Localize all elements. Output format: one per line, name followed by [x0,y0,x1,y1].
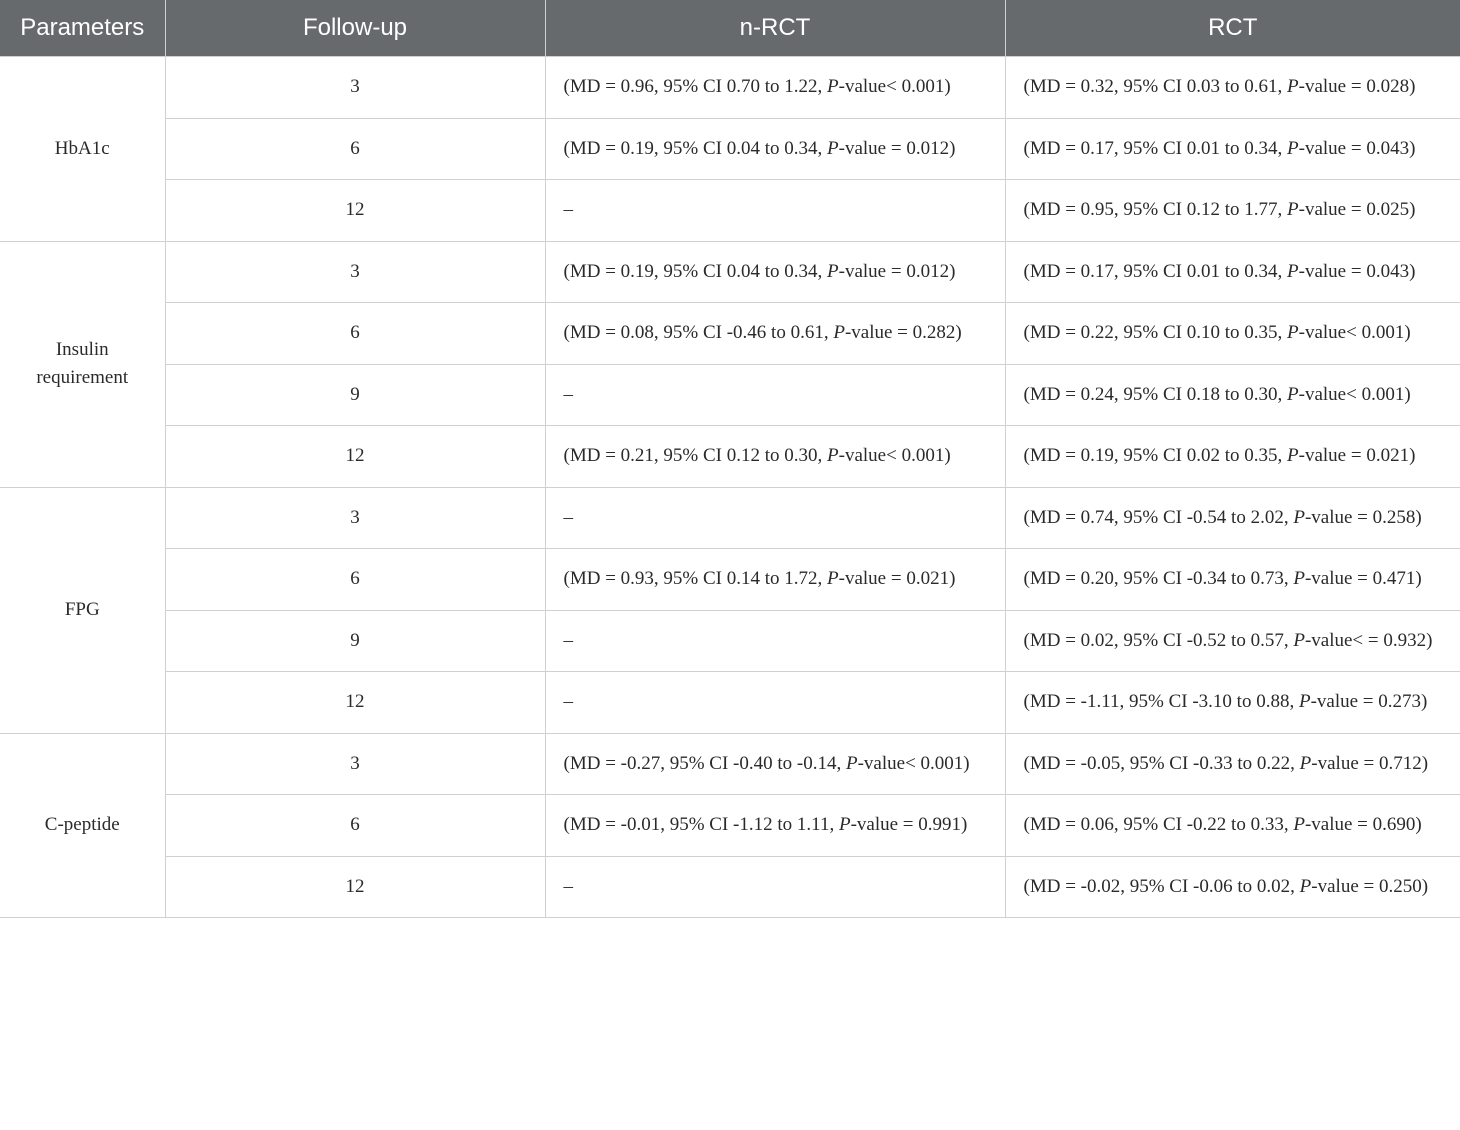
nrct-cell: – [545,487,1005,549]
nrct-cell: (MD = 0.08, 95% CI -0.46 to 0.61, P-valu… [545,303,1005,365]
followup-cell: 3 [165,57,545,119]
followup-cell: 12 [165,672,545,734]
table-row: 6(MD = 0.19, 95% CI 0.04 to 0.34, P-valu… [0,118,1460,180]
col-header-parameters: Parameters [0,0,165,57]
rct-cell: (MD = 0.22, 95% CI 0.10 to 0.35, P-value… [1005,303,1460,365]
table-row: FPG3–(MD = 0.74, 95% CI -0.54 to 2.02, P… [0,487,1460,549]
rct-cell: (MD = 0.17, 95% CI 0.01 to 0.34, P-value… [1005,241,1460,303]
rct-cell: (MD = 0.06, 95% CI -0.22 to 0.33, P-valu… [1005,795,1460,857]
followup-cell: 12 [165,180,545,242]
rct-cell: (MD = 0.74, 95% CI -0.54 to 2.02, P-valu… [1005,487,1460,549]
nrct-cell: (MD = 0.93, 95% CI 0.14 to 1.72, P-value… [545,549,1005,611]
nrct-cell: (MD = 0.21, 95% CI 0.12 to 0.30, P-value… [545,426,1005,488]
nrct-cell: (MD = 0.19, 95% CI 0.04 to 0.34, P-value… [545,118,1005,180]
table-row: 6(MD = -0.01, 95% CI -1.12 to 1.11, P-va… [0,795,1460,857]
followup-cell: 12 [165,426,545,488]
followup-cell: 6 [165,795,545,857]
rct-cell: (MD = -1.11, 95% CI -3.10 to 0.88, P-val… [1005,672,1460,734]
nrct-cell: – [545,180,1005,242]
table-row: C-peptide3(MD = -0.27, 95% CI -0.40 to -… [0,733,1460,795]
table-row: 12–(MD = -0.02, 95% CI -0.06 to 0.02, P-… [0,856,1460,918]
table-row: 9–(MD = 0.24, 95% CI 0.18 to 0.30, P-val… [0,364,1460,426]
followup-cell: 3 [165,733,545,795]
followup-cell: 3 [165,487,545,549]
nrct-cell: (MD = 0.96, 95% CI 0.70 to 1.22, P-value… [545,57,1005,119]
followup-cell: 12 [165,856,545,918]
col-header-rct: RCT [1005,0,1460,57]
nrct-cell: (MD = -0.27, 95% CI -0.40 to -0.14, P-va… [545,733,1005,795]
followup-cell: 6 [165,549,545,611]
nrct-cell: – [545,364,1005,426]
followup-cell: 9 [165,364,545,426]
table-row: Insulin requirement3(MD = 0.19, 95% CI 0… [0,241,1460,303]
table-row: 12–(MD = -1.11, 95% CI -3.10 to 0.88, P-… [0,672,1460,734]
nrct-cell: – [545,610,1005,672]
rct-cell: (MD = 0.20, 95% CI -0.34 to 0.73, P-valu… [1005,549,1460,611]
parameter-cell: Insulin requirement [0,241,165,487]
table-row: 12–(MD = 0.95, 95% CI 0.12 to 1.77, P-va… [0,180,1460,242]
table-row: 6(MD = 0.08, 95% CI -0.46 to 0.61, P-val… [0,303,1460,365]
nrct-cell: (MD = 0.19, 95% CI 0.04 to 0.34, P-value… [545,241,1005,303]
rct-cell: (MD = -0.02, 95% CI -0.06 to 0.02, P-val… [1005,856,1460,918]
results-table: Parameters Follow-up n-RCT RCT HbA1c3(MD… [0,0,1460,918]
nrct-cell: (MD = -0.01, 95% CI -1.12 to 1.11, P-val… [545,795,1005,857]
col-header-followup: Follow-up [165,0,545,57]
rct-cell: (MD = 0.32, 95% CI 0.03 to 0.61, P-value… [1005,57,1460,119]
followup-cell: 6 [165,118,545,180]
rct-cell: (MD = 0.17, 95% CI 0.01 to 0.34, P-value… [1005,118,1460,180]
table-body: HbA1c3(MD = 0.96, 95% CI 0.70 to 1.22, P… [0,57,1460,918]
col-header-nrct: n-RCT [545,0,1005,57]
nrct-cell: – [545,672,1005,734]
table-row: 6(MD = 0.93, 95% CI 0.14 to 1.72, P-valu… [0,549,1460,611]
rct-cell: (MD = 0.02, 95% CI -0.52 to 0.57, P-valu… [1005,610,1460,672]
rct-cell: (MD = 0.19, 95% CI 0.02 to 0.35, P-value… [1005,426,1460,488]
parameter-cell: HbA1c [0,57,165,242]
rct-cell: (MD = 0.24, 95% CI 0.18 to 0.30, P-value… [1005,364,1460,426]
table-row: 9–(MD = 0.02, 95% CI -0.52 to 0.57, P-va… [0,610,1460,672]
table-row: HbA1c3(MD = 0.96, 95% CI 0.70 to 1.22, P… [0,57,1460,119]
table-row: 12(MD = 0.21, 95% CI 0.12 to 0.30, P-val… [0,426,1460,488]
rct-cell: (MD = -0.05, 95% CI -0.33 to 0.22, P-val… [1005,733,1460,795]
table-header: Parameters Follow-up n-RCT RCT [0,0,1460,57]
followup-cell: 9 [165,610,545,672]
followup-cell: 6 [165,303,545,365]
rct-cell: (MD = 0.95, 95% CI 0.12 to 1.77, P-value… [1005,180,1460,242]
parameter-cell: FPG [0,487,165,733]
followup-cell: 3 [165,241,545,303]
nrct-cell: – [545,856,1005,918]
parameter-cell: C-peptide [0,733,165,918]
